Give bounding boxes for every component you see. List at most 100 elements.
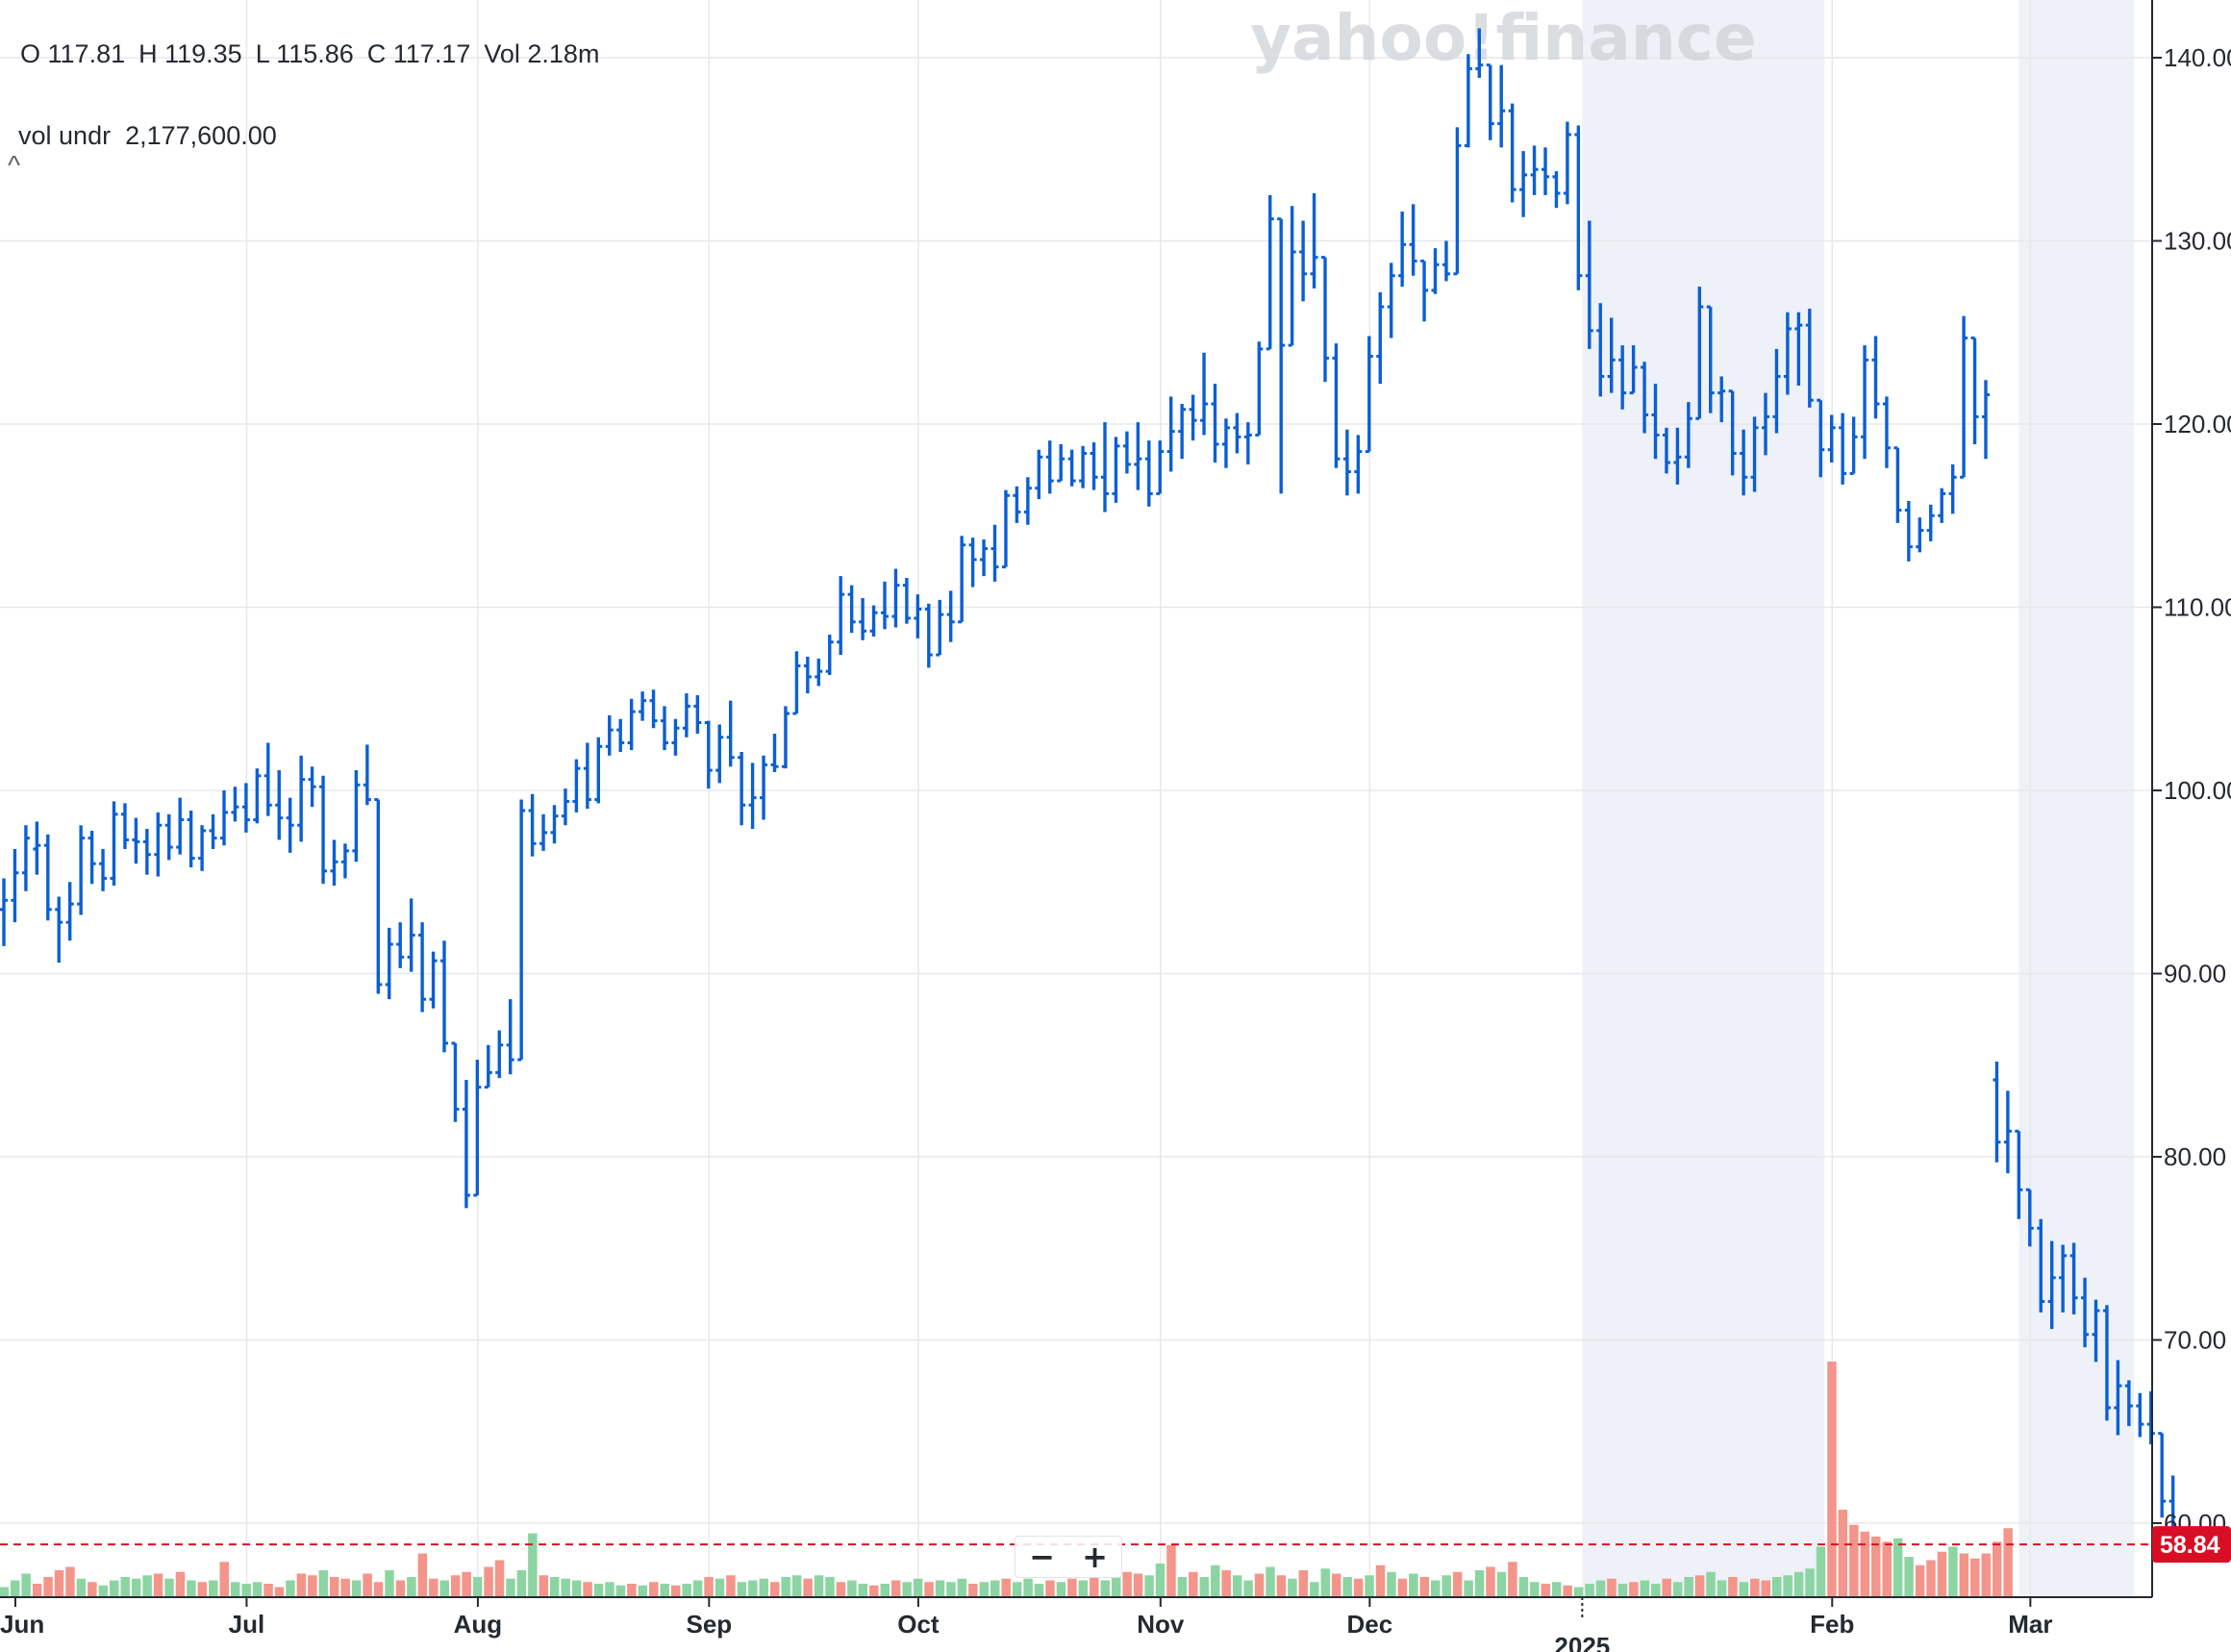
volume-bar <box>825 1577 835 1597</box>
ohlc-bar <box>1376 291 1385 385</box>
volume-bar <box>615 1585 626 1597</box>
ohlc-bar <box>1882 396 1891 468</box>
ohlc-bar <box>1112 437 1120 503</box>
ohlc-bar <box>2114 1360 2122 1436</box>
volume-bar <box>21 1573 31 1597</box>
volume-bar <box>439 1580 449 1597</box>
ohlc-bar <box>1134 422 1142 490</box>
ohlc-bar <box>1926 504 1935 541</box>
ohlc-bar <box>374 798 383 994</box>
ohlc-bar <box>2047 1240 2056 1330</box>
volume-bar <box>76 1578 87 1597</box>
volume-bar <box>913 1578 923 1597</box>
ohlc-bar <box>1221 418 1230 468</box>
ohlc-bar <box>495 1030 504 1079</box>
volume-bar <box>1243 1580 1253 1597</box>
zoom-out-button[interactable]: − <box>1029 1539 1055 1575</box>
volume-bar <box>1211 1564 1220 1597</box>
ohlc-bar <box>1695 287 1704 420</box>
ohlc-bar <box>2092 1299 2100 1363</box>
ohlc-bar <box>528 793 537 857</box>
ohlc-bar <box>1342 429 1351 496</box>
volume-bar <box>263 1584 273 1597</box>
ohlc-bar <box>1970 336 1979 444</box>
last-price-indicator: 58.84 <box>0 1526 2231 1564</box>
ohlc-bar <box>0 878 8 946</box>
ohlc-bar <box>1993 1061 2001 1163</box>
ohlc-bar <box>1740 429 1748 496</box>
volume-bar <box>1166 1544 1176 1597</box>
volume-bar <box>142 1575 152 1597</box>
volume-bar <box>1981 1553 1991 1597</box>
volume-bar <box>1805 1568 1815 1597</box>
ohlc-bar <box>760 755 768 820</box>
volume-bar <box>330 1577 339 1597</box>
volume-bar <box>561 1578 570 1597</box>
ohlc-bar <box>1332 343 1341 468</box>
ohlc-bar <box>220 790 228 846</box>
yahoo-finance-watermark: yahoo!finance <box>1250 1 1757 75</box>
zoom-in-button[interactable]: + <box>1082 1539 1108 1575</box>
ohlc-bar <box>671 718 680 756</box>
volume-bar <box>539 1575 549 1597</box>
volume-bar <box>571 1580 582 1597</box>
ohlc-bar <box>661 706 668 751</box>
volume-bar <box>1617 1584 1628 1597</box>
x-tick-label: Mar <box>2008 1610 2052 1639</box>
ohlc-bar <box>748 763 757 830</box>
volume-bar <box>1199 1577 1210 1597</box>
volume-bar <box>1793 1571 1804 1597</box>
ohlc-bar <box>958 536 966 624</box>
volume-bar <box>1365 1575 1374 1597</box>
volume-bar <box>1155 1564 1166 1597</box>
ohlc-bar <box>1585 220 1593 349</box>
volume-bar <box>1551 1582 1562 1597</box>
ohlc-bar <box>164 813 173 861</box>
ohlc-bar <box>1794 312 1803 386</box>
ohlc-bar <box>154 812 163 877</box>
y-tick-label: 90.00 <box>2164 960 2226 989</box>
ohlc-bar <box>1431 248 1440 294</box>
volume-bar <box>847 1580 857 1597</box>
ohlc-bar <box>1904 501 1913 562</box>
ohlc-bar <box>639 691 647 721</box>
ohlc-bar <box>198 825 207 871</box>
volume-bar <box>1001 1578 1011 1597</box>
volume-bar <box>1387 1571 1396 1597</box>
ohlc-bar <box>1321 256 1329 383</box>
ohlc-bar <box>1310 192 1318 289</box>
ohlc-bar <box>837 576 845 656</box>
volume-indicator-label: vol undr <box>18 121 112 150</box>
volume-bar <box>2003 1528 2013 1597</box>
close-value: C 117.17 <box>366 39 471 68</box>
volume-bar <box>1474 1570 1485 1597</box>
volume-bar <box>1937 1551 1947 1597</box>
ohlc-bar <box>1178 404 1187 460</box>
ohlc-bar <box>308 766 316 808</box>
ohlc-bar <box>340 843 349 879</box>
ohlc-bar <box>815 658 823 687</box>
volume-bar <box>770 1582 780 1597</box>
ohlc-bar <box>1166 396 1175 472</box>
volume-bar <box>583 1582 592 1597</box>
open-value: O 117.81 <box>20 39 126 68</box>
volume-bar <box>252 1582 263 1597</box>
ohlc-bar <box>1288 206 1296 347</box>
volume-bar <box>10 1580 20 1597</box>
collapse-indicator-button[interactable]: ^ <box>8 150 21 180</box>
x-axis-ticks: Jun Jul Aug Sep Oct Nov Dec Feb Mar 2025 <box>0 1597 2052 1652</box>
ohlc-bar <box>88 830 96 885</box>
volume-bar <box>395 1580 406 1597</box>
ohlc-bar <box>704 720 713 789</box>
ohlc-bar <box>1772 348 1781 434</box>
ohlc-bar <box>1849 416 1858 475</box>
volume-bar <box>1904 1557 1914 1597</box>
ohlc-bar <box>1266 194 1274 351</box>
volume-bar <box>814 1575 824 1597</box>
ohlc-bar <box>517 799 526 1062</box>
volume-bar <box>1518 1577 1529 1597</box>
volume-bar <box>1310 1582 1319 1597</box>
volume-bar <box>935 1580 945 1597</box>
volume-bar <box>1122 1571 1132 1597</box>
